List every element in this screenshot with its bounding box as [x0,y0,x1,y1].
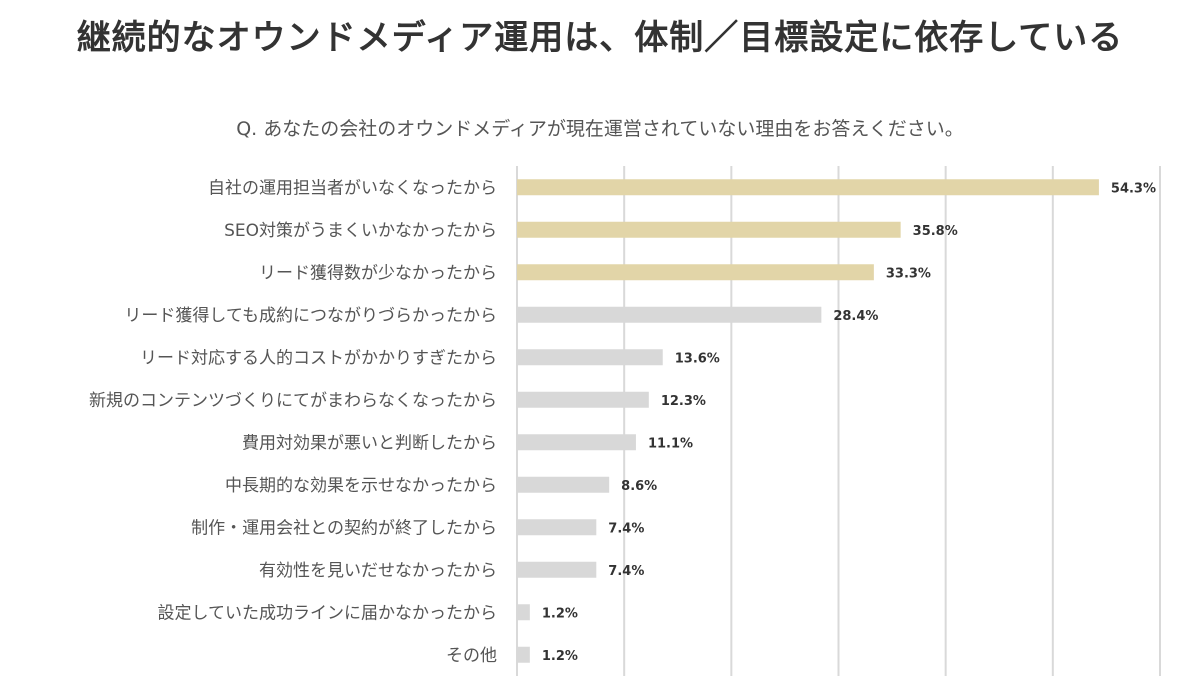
value-label: 12.3% [661,394,706,409]
category-label: 中長期的な効果を示せなかったから [225,476,497,496]
category-label: リード獲得数が少なかったから [259,263,497,283]
bar [517,519,597,536]
value-label: 7.4% [608,564,644,579]
bar [517,646,530,663]
bar [517,221,901,238]
category-label: リード対応する人的コストがかかりすぎたから [140,348,497,368]
category-label: 費用対効果が悪いと判断したから [242,433,497,453]
category-label: その他 [446,646,497,666]
value-label: 35.8% [913,224,958,239]
value-label: 28.4% [833,309,878,324]
category-label: 新規のコンテンツづくりにてがまわらなくなったから [89,391,497,411]
bar [517,604,530,621]
bar [517,434,636,451]
bar [517,391,649,408]
value-label: 13.6% [675,351,720,366]
value-label: 1.2% [542,606,578,621]
value-label: 11.1% [648,436,693,451]
value-label: 7.4% [608,521,644,536]
survey-question: Q. あなたの会社のオウンドメディアが現在運営されていない理由をお答えください。 [236,118,964,140]
bar [517,561,597,578]
value-label: 1.2% [542,649,578,664]
bar [517,476,610,493]
bar [517,349,663,366]
value-label: 54.3% [1111,181,1156,196]
category-label: 自社の運用担当者がいなくなったから [208,178,497,198]
bar [517,179,1099,196]
category-label: 制作・運用会社との契約が終了したから [191,518,497,538]
category-label: SEO対策がうまくいかなかったから [224,221,497,241]
bar [517,306,822,323]
category-label: 有効性を見いだせなかったから [259,561,497,581]
value-label: 33.3% [886,266,931,281]
chart-title: 継続的なオウンドメディア運用は、体制／目標設定に依存している [76,18,1124,58]
value-label: 8.6% [621,479,657,494]
bar [517,264,874,281]
category-label: 設定していた成功ラインに届かなかったから [158,603,498,623]
category-label: リード獲得しても成約につながりづらかったから [124,306,497,326]
